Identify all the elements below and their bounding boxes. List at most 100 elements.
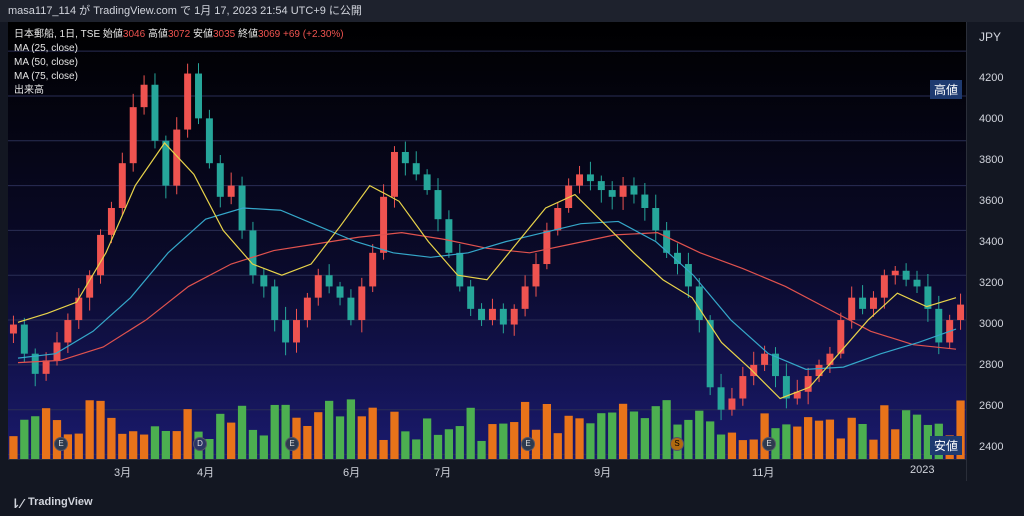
volume-bar — [74, 433, 83, 459]
volume-bar — [684, 419, 693, 459]
candle-body — [216, 163, 224, 197]
candle-body — [717, 387, 725, 410]
volume-bar — [259, 435, 268, 459]
x-tick: 9月 — [594, 467, 612, 479]
candle-body — [467, 286, 475, 309]
volume-bar — [618, 403, 628, 459]
y-tick: 2800 — [979, 359, 1004, 371]
candle-body — [86, 275, 94, 298]
volume-bar — [41, 408, 51, 459]
volume-bar — [346, 399, 356, 459]
volume-bar — [956, 400, 965, 459]
volume-bar — [738, 440, 747, 459]
volume-legend[interactable]: 出来高 — [14, 85, 44, 96]
footer: ⇂∕ TradingView — [0, 490, 1024, 516]
volume-bar — [586, 423, 595, 459]
volume-bar — [836, 438, 845, 459]
candle-body — [9, 324, 17, 334]
volume-bar — [825, 419, 835, 459]
candle-body — [129, 107, 137, 164]
volume-bar — [314, 412, 323, 459]
volume-bar — [172, 431, 181, 459]
volume-bar — [227, 422, 236, 459]
candle-body — [423, 174, 431, 191]
volume-bar — [107, 417, 116, 459]
candle-body — [684, 264, 692, 287]
candle-body — [706, 320, 714, 388]
volume-bar — [760, 413, 769, 459]
volume-bar — [923, 424, 933, 459]
earnings-event-icon[interactable]: E — [285, 437, 299, 451]
chart-canvas[interactable] — [8, 22, 966, 459]
candle-body — [75, 297, 83, 321]
price-chart[interactable] — [8, 22, 966, 459]
volume-bar — [727, 432, 737, 459]
x-tick: 4月 — [197, 467, 215, 479]
candle-body — [619, 185, 627, 197]
candle-body — [369, 252, 377, 287]
volume-bar — [118, 433, 127, 459]
candle-body — [249, 230, 257, 276]
volume-bar — [248, 429, 258, 459]
earnings-event-icon[interactable]: E — [54, 437, 68, 451]
candle-body — [478, 308, 486, 321]
candle-body — [521, 286, 529, 309]
candle-body — [597, 181, 605, 191]
ma50-legend[interactable]: MA (50, close) — [14, 57, 78, 68]
candle-body — [358, 286, 366, 321]
candle-body — [891, 270, 899, 276]
candle-body — [510, 308, 518, 325]
split-event-icon[interactable]: S — [670, 437, 684, 451]
candle-body — [902, 270, 910, 280]
volume-bar — [640, 418, 649, 459]
volume-bar — [96, 400, 105, 459]
low-value: 3035 — [212, 29, 236, 40]
ma25-legend[interactable]: MA (25, close) — [14, 43, 78, 54]
ma75-legend[interactable]: MA (75, close) — [14, 71, 78, 82]
candle-body — [739, 376, 747, 399]
volume-bar — [520, 401, 530, 459]
candle-body — [456, 252, 464, 287]
time-axis[interactable]: 3月 4月 6月 7月 9月 11月 2023 — [8, 459, 966, 482]
earnings-event-icon[interactable]: E — [762, 437, 776, 451]
candle-body — [445, 219, 453, 253]
volume-bar — [325, 400, 334, 459]
candle-body — [42, 360, 50, 374]
y-tick: 3200 — [979, 277, 1004, 289]
volume-bar — [564, 415, 573, 459]
candle-body — [750, 364, 758, 377]
volume-bar — [901, 410, 911, 459]
candle-body — [173, 129, 181, 186]
y-tick: 2600 — [979, 400, 1004, 412]
candle-body — [630, 185, 638, 195]
candle-body — [184, 73, 192, 130]
low-label: 安値 — [192, 29, 213, 40]
candle-body — [162, 140, 170, 186]
volume-bar — [749, 439, 758, 459]
price-axis[interactable]: JPY 4200 4000 3800 3600 3400 3200 3000 2… — [966, 22, 1024, 481]
volume-bar — [412, 439, 421, 459]
high-badge: 高値 — [930, 80, 963, 99]
volume-bar — [880, 405, 889, 459]
volume-bar — [651, 406, 660, 459]
candle-body — [195, 73, 202, 119]
volume-bar — [608, 412, 617, 459]
y-tick: 3000 — [979, 318, 1004, 330]
volume-bar — [455, 426, 464, 459]
volume-bar — [422, 418, 432, 459]
candle-body — [380, 196, 388, 253]
volume-bar — [499, 423, 508, 459]
candle-body — [293, 320, 300, 343]
candle-body — [53, 342, 61, 361]
x-tick: 11月 — [752, 467, 775, 479]
volume-bar — [477, 440, 486, 459]
earnings-event-icon[interactable]: E — [521, 437, 535, 451]
volume-bar — [858, 423, 867, 459]
volume-bar — [205, 438, 214, 459]
candle-body — [412, 163, 420, 175]
close-label: 終値 — [238, 29, 258, 40]
dividend-event-icon[interactable]: D — [193, 437, 207, 451]
candle-body — [434, 190, 442, 220]
x-tick: 2023 — [910, 464, 935, 476]
volume-bar — [847, 417, 856, 459]
